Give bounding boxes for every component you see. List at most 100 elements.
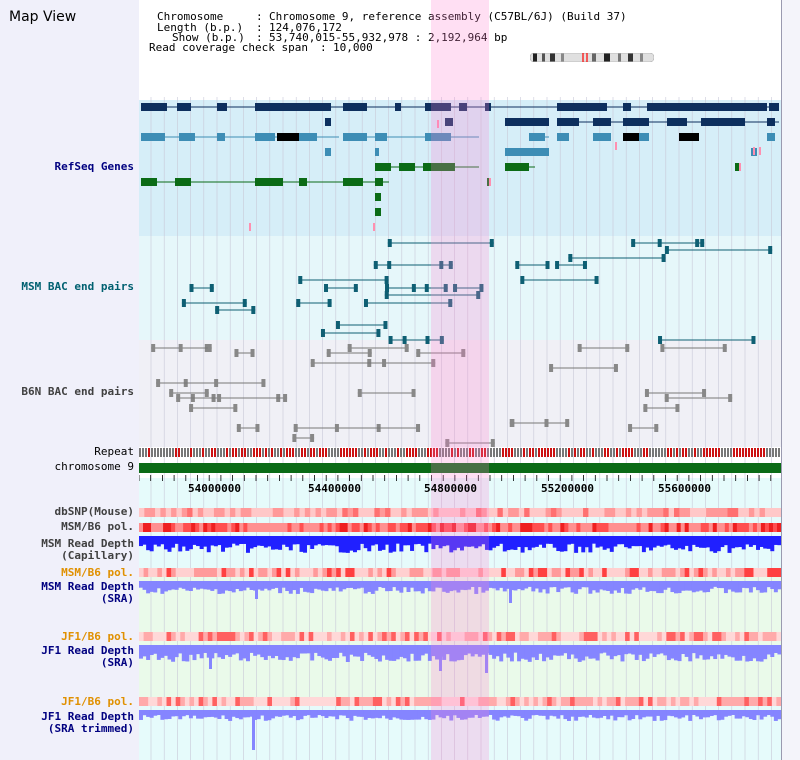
read-depth-bar	[559, 536, 564, 552]
heat-cell	[171, 568, 177, 577]
selected-region-highlight[interactable]	[431, 0, 489, 760]
read-depth-bar	[228, 645, 233, 657]
heat-cell	[492, 697, 498, 706]
b6n-bac-end	[382, 359, 387, 367]
read-depth-bar	[356, 581, 361, 589]
heat-cell	[606, 568, 612, 577]
heat-cell	[418, 632, 424, 641]
refseq-gene-exon	[529, 133, 545, 141]
heat-cell	[480, 523, 485, 532]
heat-cell	[735, 697, 741, 706]
heat-cell	[460, 568, 466, 577]
heat-cell	[299, 632, 305, 641]
read-depth-bar	[599, 536, 604, 547]
read-depth-bar	[178, 581, 183, 588]
read-depth-bar	[534, 645, 539, 660]
heat-cell	[634, 697, 640, 706]
read-depth-bar	[495, 710, 500, 721]
repeat-segment	[169, 448, 171, 457]
read-depth-bar	[720, 710, 725, 720]
read-depth-bar	[142, 645, 147, 657]
repeat-segment	[226, 448, 228, 457]
heat-cell	[203, 568, 209, 577]
heat-cell	[725, 568, 732, 577]
heat-cell	[615, 632, 621, 641]
heat-cell	[308, 632, 314, 641]
read-depth-bar	[320, 581, 325, 591]
read-depth-bar	[666, 710, 671, 716]
heat-cell	[278, 508, 284, 517]
heat-cell	[446, 632, 452, 641]
read-depth-bar	[427, 710, 432, 720]
read-depth-bar	[395, 710, 400, 719]
read-depth-bar	[627, 581, 632, 594]
heat-cell	[615, 508, 621, 517]
heat-cell	[363, 632, 369, 641]
repeat-segment	[166, 448, 168, 457]
msm-bac-end	[439, 336, 444, 344]
read-depth-bar	[399, 536, 404, 552]
b6n-bac-end	[292, 434, 297, 442]
read-depth-bar	[149, 536, 154, 552]
vertical-scrollbar[interactable]	[781, 0, 800, 760]
repeat-segment	[415, 448, 417, 457]
read-depth-bar	[659, 645, 664, 654]
heat-cell	[433, 508, 440, 517]
repeat-segment	[409, 448, 411, 457]
read-depth-bar	[306, 581, 311, 593]
chromosome-bar	[139, 463, 781, 473]
heat-cell	[556, 632, 562, 641]
read-depth-bar	[556, 536, 561, 552]
heat-cell	[564, 523, 569, 532]
heat-cell	[183, 523, 188, 532]
read-depth-bar	[499, 645, 504, 662]
heat-cell	[579, 632, 585, 641]
repeat-segment	[733, 448, 735, 457]
refseq-gene-exon	[175, 178, 191, 186]
heat-cell	[281, 568, 287, 577]
read-depth-bar	[584, 645, 589, 657]
heat-cell	[299, 697, 305, 706]
read-depth-bar	[506, 645, 511, 658]
heat-cell	[271, 568, 278, 577]
info-sep-2: :	[256, 21, 263, 34]
msm-bac-end	[324, 284, 329, 292]
refseq-gene-exon	[255, 133, 275, 141]
heat-cell	[674, 508, 680, 517]
read-depth-bar	[549, 645, 554, 660]
heat-cell	[771, 632, 777, 641]
read-depth-bar	[656, 581, 661, 594]
heat-cell	[152, 632, 158, 641]
heat-cell	[641, 508, 648, 517]
heat-cell	[349, 568, 356, 577]
read-depth-bar	[417, 536, 422, 544]
read-depth-bar	[759, 645, 764, 662]
b6n-bac-end	[544, 419, 549, 427]
read-depth-bar	[185, 581, 190, 591]
info-coverage-value: 10,000	[333, 41, 373, 54]
heat-cell	[230, 632, 236, 641]
refseq-gene-exon	[299, 133, 317, 141]
repeat-segment	[739, 448, 741, 457]
repeat-segment	[202, 448, 204, 457]
genome-browser-canvas[interactable]	[139, 0, 781, 760]
repeat-segment	[175, 448, 177, 457]
read-depth-bar	[171, 581, 176, 590]
heat-cell	[276, 568, 282, 577]
read-depth-bar	[534, 536, 539, 547]
read-depth-bar	[238, 645, 243, 661]
heat-cell	[379, 523, 385, 532]
chromosome-ideogram[interactable]	[530, 53, 654, 62]
refseq-marker	[759, 147, 761, 155]
read-depth-bar	[731, 581, 736, 592]
heat-cell	[326, 508, 333, 517]
repeat-segment	[181, 448, 183, 457]
read-depth-bar	[748, 536, 753, 547]
track-canvas[interactable]	[139, 97, 781, 760]
read-depth-bar	[509, 645, 514, 662]
b6n-bac-end	[404, 344, 409, 352]
heat-cell	[359, 697, 365, 706]
heat-cell	[540, 523, 545, 532]
read-depth-bar	[777, 536, 781, 546]
read-depth-bar	[370, 710, 375, 719]
